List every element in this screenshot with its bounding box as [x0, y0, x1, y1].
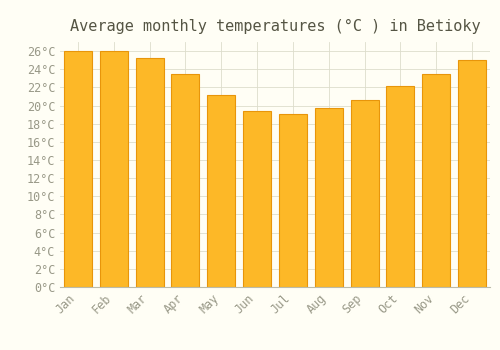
- Bar: [279, 114, 307, 287]
- Bar: [315, 108, 342, 287]
- Bar: [136, 58, 164, 287]
- Bar: [100, 51, 128, 287]
- Bar: [458, 60, 486, 287]
- Bar: [422, 74, 450, 287]
- Bar: [243, 111, 271, 287]
- Bar: [208, 94, 235, 287]
- Bar: [350, 100, 378, 287]
- Bar: [386, 85, 414, 287]
- Bar: [64, 51, 92, 287]
- Bar: [172, 74, 200, 287]
- Title: Average monthly temperatures (°C ) in Betioky: Average monthly temperatures (°C ) in Be…: [70, 19, 480, 34]
